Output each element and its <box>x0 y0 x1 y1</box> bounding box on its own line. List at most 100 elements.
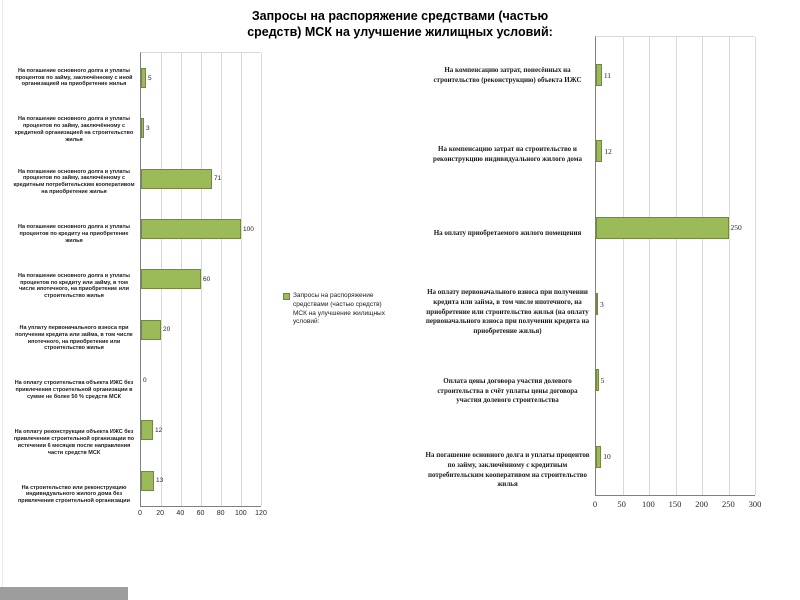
x-tick-label: 200 <box>695 499 709 509</box>
gridline <box>728 37 730 495</box>
gridline <box>220 53 222 506</box>
bar-row: 11 <box>596 37 755 113</box>
gridline <box>261 53 262 506</box>
category-label: На погашение основного долга и уплаты пр… <box>14 116 134 144</box>
x-tick-label: 250 <box>721 499 735 509</box>
bar <box>596 140 603 163</box>
category-label: На погашение основного долга и уплаты пр… <box>17 272 131 300</box>
category-label: На погашение основного долга и уплаты пр… <box>15 67 133 88</box>
x-tick-label: 60 <box>196 510 205 517</box>
value-label: 5 <box>147 74 152 82</box>
value-label: 100 <box>243 225 254 233</box>
bar <box>141 269 201 290</box>
left-bar-chart: На погашение основного долга и уплаты пр… <box>8 52 267 521</box>
x-tick-label: 150 <box>668 499 682 509</box>
x-tick-label: 40 <box>176 510 185 517</box>
bar-row: 10 <box>596 419 755 495</box>
value-label: 60 <box>203 275 211 283</box>
x-tick-label: 300 <box>748 499 762 509</box>
bar-row: 60 <box>141 254 261 304</box>
bar <box>141 118 144 139</box>
bar-row: 3 <box>141 103 261 153</box>
x-tick-label: 100 <box>641 499 655 509</box>
x-tick-label: 120 <box>255 510 267 517</box>
category-label: На оплату строительства объекта ИЖС без … <box>14 380 134 401</box>
bar <box>596 369 599 392</box>
right-category-labels: На компенсацию затрат, понесённых на стр… <box>420 36 595 510</box>
category-label: На погашение основного долга и уплаты пр… <box>13 168 135 196</box>
category-label: На погашение основного долга и уплаты пр… <box>17 224 131 244</box>
category-label: На оплату реконструкции объекта ИЖС без … <box>13 429 135 456</box>
right-bar-chart: На компенсацию затрат, понесённых на стр… <box>420 36 762 510</box>
category-label: Оплата цены договора участия долевого ст… <box>437 376 578 405</box>
value-label: 12 <box>604 146 612 156</box>
value-label: 250 <box>730 223 742 233</box>
x-tick-label: 80 <box>216 510 225 517</box>
legend-label: Запросы на распоряжение средствами (част… <box>293 292 385 326</box>
bar-row: 5 <box>596 342 755 418</box>
bar <box>596 64 602 87</box>
x-tick-label: 100 <box>234 510 247 517</box>
value-label: 12 <box>155 426 163 434</box>
gridline <box>622 37 624 495</box>
value-label: 5 <box>600 375 605 385</box>
x-tick-label: 50 <box>617 499 626 509</box>
value-label: 11 <box>603 70 612 80</box>
bar <box>141 219 241 240</box>
category-label: На оплату первоначального взноса при пол… <box>425 288 590 336</box>
bar-row: 12 <box>141 405 261 455</box>
bar-row: 12 <box>596 113 755 189</box>
value-label: 10 <box>603 452 611 462</box>
bar-row: 250 <box>596 190 755 266</box>
bar <box>141 68 146 89</box>
bar-row: 100 <box>141 204 261 254</box>
left-x-axis: 0 20 40 60 80 100 120 <box>138 507 267 521</box>
value-label: 3 <box>146 124 150 132</box>
bar <box>596 293 598 316</box>
x-tick-label: 20 <box>156 510 165 517</box>
category-label: На оплату приобретаемого жилого помещени… <box>433 228 582 237</box>
bar-row: 3 <box>596 266 755 342</box>
right-plot-area: 11 12 250 3 5 10 <box>595 36 756 496</box>
gridline <box>702 37 703 495</box>
gridline <box>675 37 677 495</box>
value-label: 20 <box>162 326 171 334</box>
gridline <box>241 53 242 506</box>
bar-row: 71 <box>141 154 261 204</box>
value-label: 3 <box>600 299 604 309</box>
bar <box>141 420 153 441</box>
bar <box>141 168 212 189</box>
bar <box>141 470 154 491</box>
gridline <box>201 53 202 506</box>
bar-row: 20 <box>141 305 261 355</box>
footer-bar <box>0 587 128 600</box>
value-label: 0 <box>143 376 147 384</box>
left-plot-area: 5 3 71 100 60 20 0 12 13 <box>140 52 262 507</box>
category-label: На погашение основного долга и уплаты пр… <box>425 450 590 489</box>
right-plot-column: 11 12 250 3 5 10 0 50 100 150 200 250 300 <box>592 36 762 510</box>
left-category-labels: На погашение основного долга и уплаты пр… <box>8 52 140 521</box>
page-title: Запросы на распоряжение средствами (част… <box>247 9 553 40</box>
bar-row: 13 <box>141 456 261 506</box>
gridline <box>755 37 756 495</box>
bar-row: 0 <box>141 355 261 405</box>
bar-row: 5 <box>141 53 261 103</box>
slide-left-border <box>2 0 3 600</box>
bar <box>141 319 161 340</box>
gridline <box>649 37 650 495</box>
category-label: На компенсацию затрат на строительство и… <box>433 144 582 163</box>
bar <box>596 216 729 239</box>
category-label: На строительство или реконструкцию индив… <box>17 484 131 505</box>
category-label: На компенсацию затрат, понесённых на стр… <box>433 65 582 84</box>
right-x-axis: 0 50 100 150 200 250 300 <box>592 496 762 510</box>
value-label: 71 <box>214 175 222 183</box>
x-tick-label: 0 <box>592 499 598 509</box>
x-tick-label: 0 <box>138 510 142 517</box>
value-label: 13 <box>156 477 164 485</box>
category-label: На уплату первоначального взноса при пол… <box>15 324 133 352</box>
left-plot-column: 5 3 71 100 60 20 0 12 13 0 20 40 60 80 100 120 <box>138 52 267 521</box>
legend: Запросы на распоряжение средствами (част… <box>283 292 395 327</box>
bar <box>596 445 602 468</box>
legend-swatch-icon <box>283 293 290 300</box>
